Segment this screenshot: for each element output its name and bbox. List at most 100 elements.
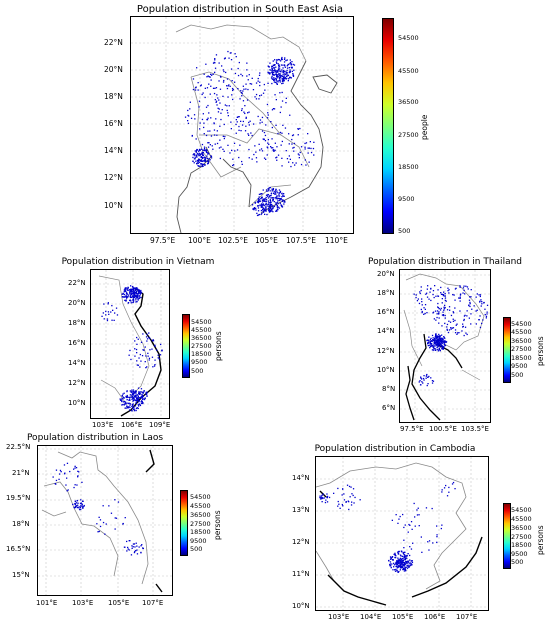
lon-label: 105°E (108, 599, 130, 607)
population-cell (434, 336, 436, 338)
population-cell (130, 294, 132, 296)
population-cell (409, 565, 411, 567)
population-cell (421, 304, 423, 306)
population-cell (253, 153, 255, 156)
population-cell (401, 562, 403, 564)
population-cell (293, 69, 295, 71)
population-cell (403, 570, 405, 572)
population-cell (261, 193, 263, 195)
population-cell (287, 80, 289, 82)
population-cell (281, 56, 283, 59)
population-cell (403, 547, 405, 549)
population-cell (294, 164, 296, 166)
population-cell (135, 542, 137, 544)
population-cell (128, 354, 130, 356)
population-cell (273, 79, 275, 81)
lat-label: 18°N (68, 319, 86, 327)
population-cell (143, 390, 145, 392)
population-cell (270, 210, 272, 212)
population-cell (101, 315, 103, 317)
population-cell (443, 341, 446, 344)
population-cell (136, 553, 139, 555)
population-cell (273, 74, 275, 76)
population-cell (133, 296, 135, 298)
population-cell (423, 379, 425, 381)
population-cell (436, 310, 439, 312)
population-cell (396, 563, 399, 566)
population-cell (352, 494, 354, 497)
population-cell (235, 123, 237, 126)
population-cell (203, 160, 205, 162)
population-cell (426, 288, 428, 290)
population-cell (261, 121, 263, 123)
population-cell (202, 113, 204, 115)
population-cell (435, 342, 437, 344)
population-cell (216, 94, 218, 96)
population-cell (304, 142, 306, 145)
population-cell (211, 145, 213, 147)
population-cell (444, 317, 446, 319)
population-cell (207, 162, 209, 164)
population-cell (259, 204, 261, 206)
population-cell (438, 311, 440, 313)
population-cell (283, 71, 285, 73)
population-cell (210, 85, 212, 87)
population-cell (203, 73, 205, 75)
population-cell (281, 204, 283, 207)
population-cell (411, 564, 413, 566)
population-cell (55, 469, 58, 471)
population-cell (126, 550, 128, 552)
population-cell (144, 346, 146, 348)
population-cell (258, 200, 260, 202)
population-cell (114, 517, 116, 519)
population-cell (267, 65, 269, 67)
population-cell (198, 159, 200, 161)
population-cell (265, 189, 268, 191)
population-cell (275, 81, 277, 83)
population-cell (439, 346, 441, 348)
population-cell (481, 303, 483, 305)
population-cell (285, 59, 287, 62)
population-cell (455, 324, 457, 326)
population-cell (55, 479, 58, 482)
population-cell (105, 310, 107, 313)
population-cell (411, 561, 414, 564)
population-cell (397, 522, 399, 524)
population-cell (271, 203, 273, 206)
population-cell (215, 54, 218, 56)
population-cell (194, 89, 197, 91)
population-cell (139, 397, 141, 399)
population-cell (427, 285, 429, 287)
population-cell (161, 349, 163, 352)
lon-label: 97.5°E (400, 425, 424, 433)
population-cell (136, 290, 138, 292)
population-cell (145, 355, 147, 357)
population-cell (307, 133, 309, 135)
population-cell (421, 551, 423, 553)
population-cell (272, 70, 274, 72)
population-cell (106, 319, 109, 322)
population-cell (251, 204, 254, 206)
population-cell (271, 109, 274, 111)
population-cell (209, 93, 211, 95)
population-cell (480, 299, 482, 301)
population-cell (406, 562, 408, 565)
population-cell (227, 85, 229, 87)
population-cells (319, 481, 456, 573)
population-cell (279, 74, 281, 77)
population-cell (285, 102, 287, 104)
population-cell (220, 146, 222, 148)
population-cell (196, 159, 199, 162)
colorbar-label: 27500 (511, 345, 532, 353)
population-cell (77, 475, 79, 477)
population-cell (421, 301, 423, 303)
population-cell (276, 83, 278, 85)
population-cell (430, 340, 432, 343)
population-cell (431, 340, 433, 342)
population-cell (264, 200, 266, 202)
population-cell (138, 546, 140, 548)
population-cell (201, 154, 204, 156)
population-cell (270, 194, 272, 197)
population-cell (277, 203, 279, 205)
population-cell (279, 68, 281, 70)
